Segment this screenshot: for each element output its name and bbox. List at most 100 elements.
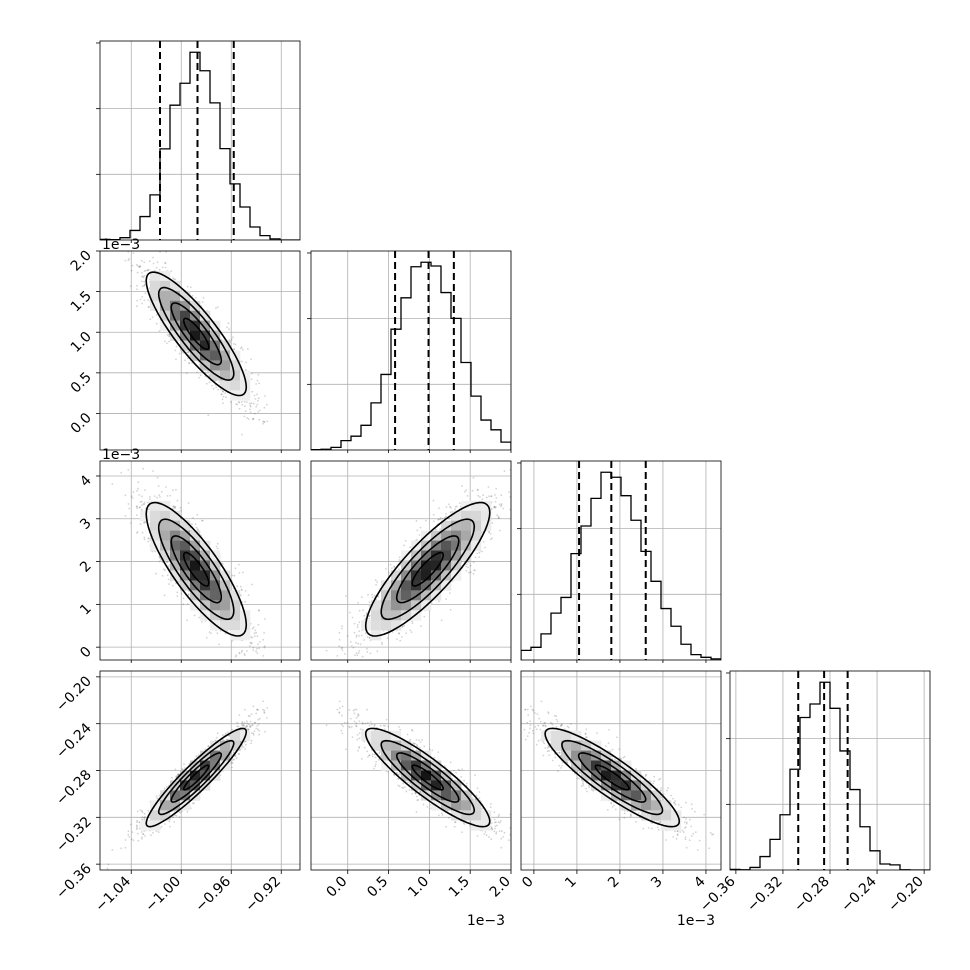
- sample-point: [243, 405, 246, 408]
- sample-point: [252, 626, 255, 629]
- sample-point: [246, 401, 248, 403]
- density-cells: [140, 500, 251, 641]
- sample-point: [227, 322, 230, 325]
- sample-point: [237, 401, 240, 403]
- sample-point: [179, 506, 182, 509]
- sample-point: [250, 642, 253, 645]
- sample-point: [488, 531, 491, 533]
- sample-point: [241, 649, 243, 652]
- sample-point: [141, 296, 144, 298]
- sample-point: [147, 501, 149, 504]
- sample-point: [225, 396, 227, 398]
- sample-point: [484, 546, 486, 549]
- sample-point: [151, 316, 154, 318]
- sample-point: [143, 538, 146, 541]
- sample-point: [143, 536, 146, 539]
- sample-point: [140, 280, 143, 283]
- sample-point: [136, 305, 138, 308]
- sample-point: [198, 363, 201, 366]
- density-cell: [160, 290, 171, 302]
- sample-point: [184, 359, 186, 362]
- sample-point: [494, 501, 497, 503]
- sample-point: [266, 665, 268, 667]
- sample-point: [168, 565, 170, 568]
- sample-point: [249, 405, 252, 408]
- sample-point: [472, 561, 475, 564]
- sample-point: [166, 561, 169, 563]
- sample-point: [367, 667, 369, 669]
- sample-point: [233, 574, 236, 577]
- sample-point: [140, 500, 143, 503]
- sample-point: [235, 654, 238, 657]
- sample-point: [144, 520, 147, 523]
- sample-point: [148, 269, 150, 271]
- density-cell: [180, 530, 191, 541]
- density-cell: [210, 570, 221, 581]
- sample-point: [161, 266, 164, 269]
- density-cell: [210, 600, 221, 611]
- sample-point: [234, 343, 237, 346]
- sample-point: [163, 568, 165, 571]
- density-cell: [170, 290, 181, 302]
- sample-point: [240, 401, 243, 403]
- sample-point: [166, 561, 168, 563]
- sample-point: [216, 547, 219, 550]
- y-tick-label: 2.0: [68, 248, 95, 275]
- sample-point: [238, 407, 241, 410]
- sample-point: [495, 487, 498, 490]
- sample-point: [176, 591, 179, 594]
- y-tick-label: 1.5: [68, 288, 95, 315]
- sample-point: [250, 661, 252, 663]
- density-cell: [190, 550, 201, 561]
- sample-point: [196, 371, 198, 374]
- sample-point: [262, 422, 264, 425]
- sample-point: [143, 501, 146, 504]
- sample-point: [233, 348, 236, 351]
- sample-point: [136, 299, 139, 302]
- density-cell: [180, 550, 191, 561]
- sample-point: [236, 667, 238, 669]
- density-cell: [200, 540, 211, 551]
- sample-point: [491, 522, 494, 524]
- sample-point: [195, 526, 198, 529]
- density-cell: [220, 370, 231, 381]
- sample-point: [238, 652, 241, 654]
- density-cell: [230, 590, 241, 601]
- sample-point: [151, 550, 154, 553]
- sample-point: [141, 285, 144, 288]
- density-cell: [210, 350, 221, 361]
- sample-point: [139, 265, 141, 267]
- density-cell: [230, 610, 241, 621]
- sample-point: [230, 338, 233, 341]
- sample-point: [155, 322, 158, 325]
- sample-point: [355, 634, 358, 637]
- density-cell: [180, 290, 191, 302]
- sample-point: [187, 593, 190, 596]
- sample-point: [169, 494, 172, 497]
- sample-point: [253, 632, 256, 635]
- sample-point: [218, 381, 221, 383]
- sample-point: [137, 487, 139, 490]
- sample-point: [166, 342, 168, 345]
- sample-point: [263, 645, 266, 648]
- density-cell: [190, 340, 201, 351]
- sample-point: [172, 277, 174, 280]
- density-cell: [230, 380, 241, 391]
- density-cell: [200, 330, 211, 341]
- sample-point: [168, 335, 170, 338]
- sample-point: [359, 643, 362, 646]
- sample-point: [139, 506, 141, 509]
- sample-point: [127, 469, 130, 471]
- sample-point: [139, 298, 142, 301]
- panel-0-0: [96, 40, 301, 243]
- sample-point: [138, 266, 141, 268]
- sample-point: [255, 383, 257, 385]
- density-cell: [180, 580, 191, 591]
- density-cell: [150, 530, 161, 541]
- sample-point: [185, 372, 188, 375]
- sample-point: [251, 372, 253, 375]
- sample-point: [138, 266, 141, 268]
- density-cell: [190, 530, 201, 541]
- sample-point: [187, 350, 190, 353]
- sample-point: [142, 276, 145, 279]
